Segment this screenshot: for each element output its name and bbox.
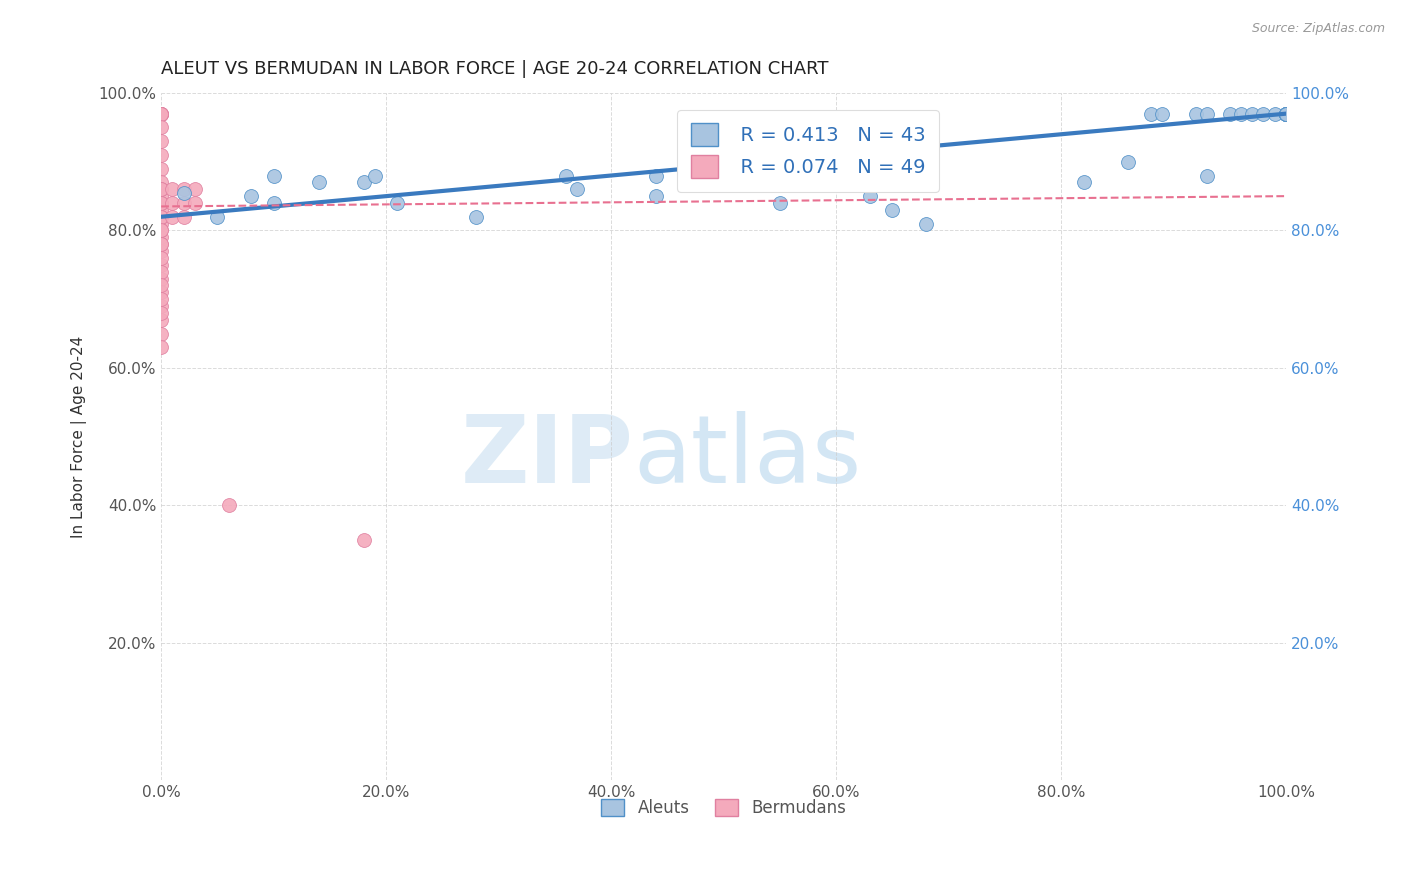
Point — [150, 182, 173, 196]
Point — [1275, 106, 1298, 120]
Point — [567, 182, 589, 196]
Point — [150, 210, 173, 224]
Point — [555, 169, 578, 183]
Point — [1275, 106, 1298, 120]
Text: atlas: atlas — [634, 411, 862, 503]
Point — [173, 210, 195, 224]
Point — [263, 169, 285, 183]
Point — [1264, 106, 1286, 120]
Point — [162, 182, 184, 196]
Point — [1275, 106, 1298, 120]
Point — [218, 499, 240, 513]
Point — [150, 161, 173, 176]
Point — [1140, 106, 1163, 120]
Text: Source: ZipAtlas.com: Source: ZipAtlas.com — [1251, 22, 1385, 36]
Point — [859, 189, 882, 203]
Point — [150, 230, 173, 244]
Point — [184, 196, 207, 211]
Point — [1230, 106, 1253, 120]
Point — [150, 326, 173, 341]
Point — [915, 217, 938, 231]
Point — [150, 244, 173, 259]
Point — [364, 169, 387, 183]
Point — [465, 210, 488, 224]
Point — [150, 285, 173, 300]
Point — [150, 292, 173, 306]
Point — [150, 106, 173, 120]
Point — [150, 148, 173, 162]
Point — [150, 237, 173, 252]
Point — [1219, 106, 1241, 120]
Point — [150, 251, 173, 265]
Point — [173, 196, 195, 211]
Point — [882, 202, 904, 217]
Point — [162, 210, 184, 224]
Point — [150, 210, 173, 224]
Text: ZIP: ZIP — [461, 411, 634, 503]
Point — [150, 306, 173, 320]
Point — [353, 175, 375, 189]
Point — [150, 237, 173, 252]
Point — [150, 202, 173, 217]
Point — [150, 271, 173, 285]
Point — [150, 223, 173, 237]
Point — [1275, 106, 1298, 120]
Point — [150, 313, 173, 327]
Point — [162, 196, 184, 211]
Point — [150, 182, 173, 196]
Point — [150, 223, 173, 237]
Point — [1152, 106, 1174, 120]
Point — [353, 533, 375, 547]
Text: ALEUT VS BERMUDAN IN LABOR FORCE | AGE 20-24 CORRELATION CHART: ALEUT VS BERMUDAN IN LABOR FORCE | AGE 2… — [162, 60, 828, 78]
Point — [1185, 106, 1208, 120]
Point — [150, 265, 173, 279]
Point — [150, 134, 173, 148]
Point — [1197, 106, 1219, 120]
Point — [150, 120, 173, 135]
Point — [263, 196, 285, 211]
Point — [713, 175, 735, 189]
Point — [207, 210, 229, 224]
Point — [173, 186, 195, 200]
Point — [150, 106, 173, 120]
Point — [150, 340, 173, 354]
Point — [150, 189, 173, 203]
Point — [769, 196, 792, 211]
Point — [150, 196, 173, 211]
Point — [1275, 106, 1298, 120]
Point — [848, 169, 870, 183]
Point — [1275, 106, 1298, 120]
Point — [1073, 175, 1095, 189]
Point — [1275, 106, 1298, 120]
Point — [150, 106, 173, 120]
Point — [1275, 106, 1298, 120]
Point — [645, 169, 668, 183]
Point — [150, 175, 173, 189]
Point — [1253, 106, 1275, 120]
Y-axis label: In Labor Force | Age 20-24: In Labor Force | Age 20-24 — [72, 335, 87, 538]
Point — [1118, 154, 1140, 169]
Point — [308, 175, 330, 189]
Point — [645, 189, 668, 203]
Point — [173, 182, 195, 196]
Point — [150, 106, 173, 120]
Point — [1275, 106, 1298, 120]
Point — [150, 299, 173, 313]
Point — [1275, 106, 1298, 120]
Point — [387, 196, 409, 211]
Point — [150, 258, 173, 272]
Point — [150, 196, 173, 211]
Point — [184, 182, 207, 196]
Legend: Aleuts, Bermudans: Aleuts, Bermudans — [595, 792, 853, 823]
Point — [150, 106, 173, 120]
Point — [150, 217, 173, 231]
Point — [150, 106, 173, 120]
Point — [150, 106, 173, 120]
Point — [1275, 106, 1298, 120]
Point — [240, 189, 263, 203]
Point — [1241, 106, 1264, 120]
Point — [150, 278, 173, 293]
Point — [1197, 169, 1219, 183]
